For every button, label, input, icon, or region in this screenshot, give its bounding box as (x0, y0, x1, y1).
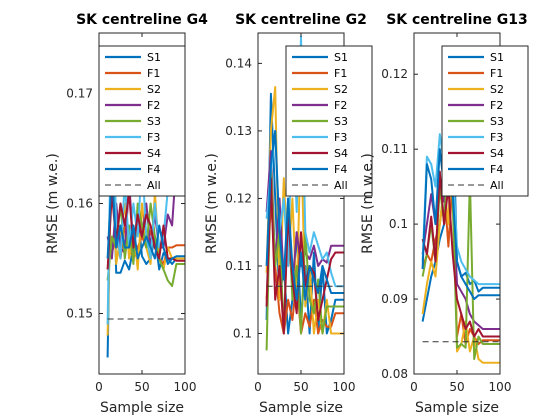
legend-label-s2: S2 (334, 83, 348, 96)
series-line-f4 (106, 169, 185, 265)
y-tick-label: 0.08 (381, 367, 408, 381)
y-tick-label: 0.09 (381, 292, 408, 306)
y-tick-label: 0.12 (225, 191, 252, 205)
chart-1: 0 50 100 0.15 0.16 0.17 SK centreline G4 Sample… (45, 12, 208, 416)
x-tick-label: 100 (333, 380, 356, 394)
legend-label-s1: S1 (147, 51, 161, 64)
series-line-s1 (106, 103, 185, 358)
y-tick-label: 0.1 (389, 217, 408, 231)
legend-label-f1: F1 (147, 67, 160, 80)
legend-label-s1: S1 (490, 51, 504, 64)
legend-label-f2: F2 (334, 99, 347, 112)
legend-label-all: All (147, 179, 161, 192)
y-tick-label: 0.11 (225, 259, 252, 273)
chart-title: SK centreline G2 (235, 12, 367, 28)
legend-label-f2: F2 (490, 99, 503, 112)
y-tick-label: 0.13 (225, 124, 252, 138)
series-line-s2 (265, 86, 344, 335)
legend-label-s4: S4 (147, 147, 161, 160)
y-tick-label: 0.11 (381, 142, 408, 156)
legend-label-f4: F4 (490, 163, 503, 176)
legend-label-f1: F1 (334, 67, 347, 80)
y-tick-label: 0.12 (381, 67, 408, 81)
legend-label-f2: F2 (147, 99, 160, 112)
chart-2: 0 50 100 0.1 0.11 0.12 0.13 0.14 SK centreline G… (204, 12, 373, 416)
x-axis-label: Sample size (259, 400, 343, 416)
series-group (421, 103, 500, 364)
x-tick-label: 100 (489, 380, 512, 394)
legend-label-s4: S4 (334, 147, 348, 160)
legend-label-f3: F3 (334, 131, 347, 144)
series-line-f3 (421, 110, 500, 286)
series-group (265, 35, 344, 351)
legend-label-all: All (490, 179, 504, 192)
x-tick-label: 100 (174, 380, 197, 394)
legend-label-s3: S3 (334, 115, 348, 128)
legend: S1 F1 S2 F2 S3 F3 S4 F4 All (441, 45, 529, 197)
legend-label-f4: F4 (334, 163, 347, 176)
legend-label-all: All (334, 179, 348, 192)
series-line-f4 (421, 148, 500, 301)
x-tick-label: 0 (254, 380, 262, 394)
legend: S1 F1 S2 F2 S3 F3 S4 F4 All (98, 45, 186, 197)
y-tick-label: 0.17 (66, 87, 93, 101)
legend-label-s4: S4 (490, 147, 504, 160)
legend-label-f4: F4 (147, 163, 160, 176)
series-line-s4 (421, 170, 500, 338)
legend-label-s3: S3 (147, 115, 161, 128)
series-group (106, 70, 185, 358)
series-line-s4 (265, 177, 344, 335)
y-tick-label: 0.14 (225, 56, 252, 70)
y-tick-label: 0.1 (233, 326, 252, 340)
legend-label-f3: F3 (490, 131, 503, 144)
y-axis-label: RMSE (m w.e.) (45, 153, 61, 254)
y-tick-label: 0.16 (66, 197, 93, 211)
x-axis-label: Sample size (100, 400, 184, 416)
legend: S1 F1 S2 F2 S3 F3 S4 F4 All (285, 45, 373, 197)
legend-label-f1: F1 (490, 67, 503, 80)
x-tick-label: 0 (95, 380, 103, 394)
legend-label-s2: S2 (147, 83, 161, 96)
legend-label-s1: S1 (334, 51, 348, 64)
x-tick-label: 50 (449, 380, 464, 394)
y-tick-label: 0.15 (66, 307, 93, 321)
x-tick-label: 50 (293, 380, 308, 394)
legend-label-s2: S2 (490, 83, 504, 96)
legend-label-f3: F3 (147, 131, 160, 144)
x-tick-label: 0 (410, 380, 418, 394)
chart-3: 0 50 100 0.08 0.09 0.1 0.11 0.12 SK centreline G… (360, 12, 529, 416)
x-axis-label: Sample size (415, 400, 499, 416)
series-line-f4 (265, 129, 344, 301)
legend-label-s3: S3 (490, 115, 504, 128)
y-axis-label: RMSE (m w.e.) (360, 153, 376, 254)
x-tick-label: 50 (134, 380, 149, 394)
y-axis-label: RMSE (m w.e.) (204, 153, 220, 254)
chart-title: SK centreline G13 (386, 12, 528, 28)
chart-title: SK centreline G4 (76, 12, 208, 28)
